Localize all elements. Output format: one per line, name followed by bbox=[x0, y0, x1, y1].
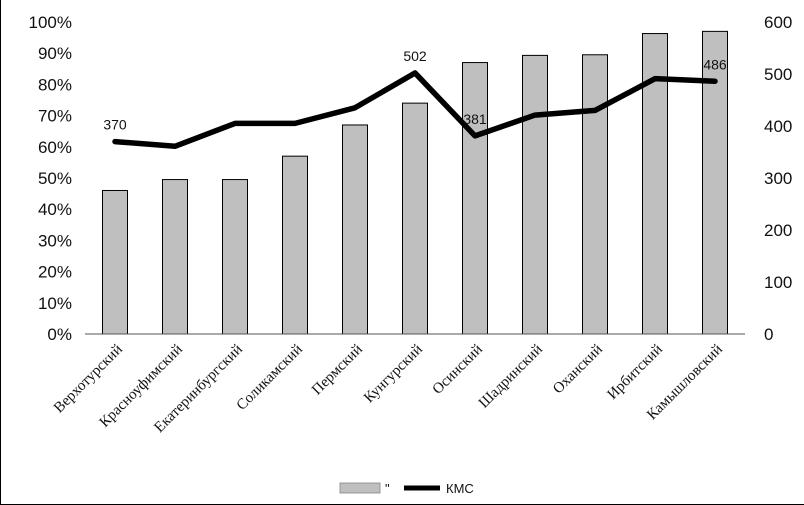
bar bbox=[462, 62, 488, 335]
data-label: 381 bbox=[463, 111, 487, 127]
data-label: 502 bbox=[403, 48, 427, 64]
bar bbox=[582, 54, 608, 335]
legend-swatch-bar bbox=[339, 482, 381, 494]
right-axis-tick-label: 300 bbox=[764, 169, 792, 188]
right-axis-tick-label: 500 bbox=[764, 65, 792, 84]
category-label: Оханский bbox=[550, 342, 606, 398]
legend: " КМС bbox=[339, 481, 474, 496]
bar bbox=[162, 179, 188, 335]
left-axis-tick-label: 90% bbox=[38, 44, 72, 63]
right-axis-tick-label: 100 bbox=[764, 273, 792, 292]
left-axis-tick-label: 50% bbox=[38, 169, 72, 188]
category-label: Ирбитский bbox=[604, 342, 665, 403]
plot-area: 0% 10% 20% 30% 40% 50% 60% 70% 80% 90% 100% 0 100 200… bbox=[29, 13, 793, 436]
legend-label-line: КМС bbox=[446, 481, 474, 496]
bar bbox=[222, 179, 248, 335]
left-axis-tick-label: 40% bbox=[38, 200, 72, 219]
right-axis-tick-label: 0 bbox=[764, 325, 773, 344]
bar bbox=[522, 54, 548, 335]
bar bbox=[342, 124, 368, 335]
bar bbox=[102, 189, 128, 335]
legend-label-bar: " bbox=[385, 481, 390, 496]
data-label: 370 bbox=[103, 117, 127, 133]
left-axis-tick-label: 0% bbox=[47, 325, 72, 344]
bar bbox=[402, 102, 428, 335]
left-axis-tick-label: 30% bbox=[38, 231, 72, 250]
right-axis-tick-label: 400 bbox=[764, 117, 792, 136]
bar bbox=[702, 30, 728, 335]
category-label: Шадринский bbox=[476, 342, 546, 412]
line-series-kms bbox=[112, 70, 718, 150]
right-axis-tick-label: 200 bbox=[764, 221, 792, 240]
left-axis-tick-label: 60% bbox=[38, 138, 72, 157]
category-label: Осинский bbox=[430, 342, 486, 398]
left-axis-tick-label: 80% bbox=[38, 75, 72, 94]
left-axis-tick-label: 10% bbox=[38, 294, 72, 313]
category-label: Кунгурский bbox=[361, 342, 426, 407]
left-axis-tick-label: 100% bbox=[29, 13, 72, 32]
bar bbox=[282, 155, 308, 335]
category-label: Пермский bbox=[309, 342, 366, 399]
left-axis-tick-label: 20% bbox=[38, 263, 72, 282]
left-axis-tick-label: 70% bbox=[38, 107, 72, 126]
data-label: 486 bbox=[703, 56, 727, 72]
right-axis-tick-label: 600 bbox=[764, 13, 792, 32]
